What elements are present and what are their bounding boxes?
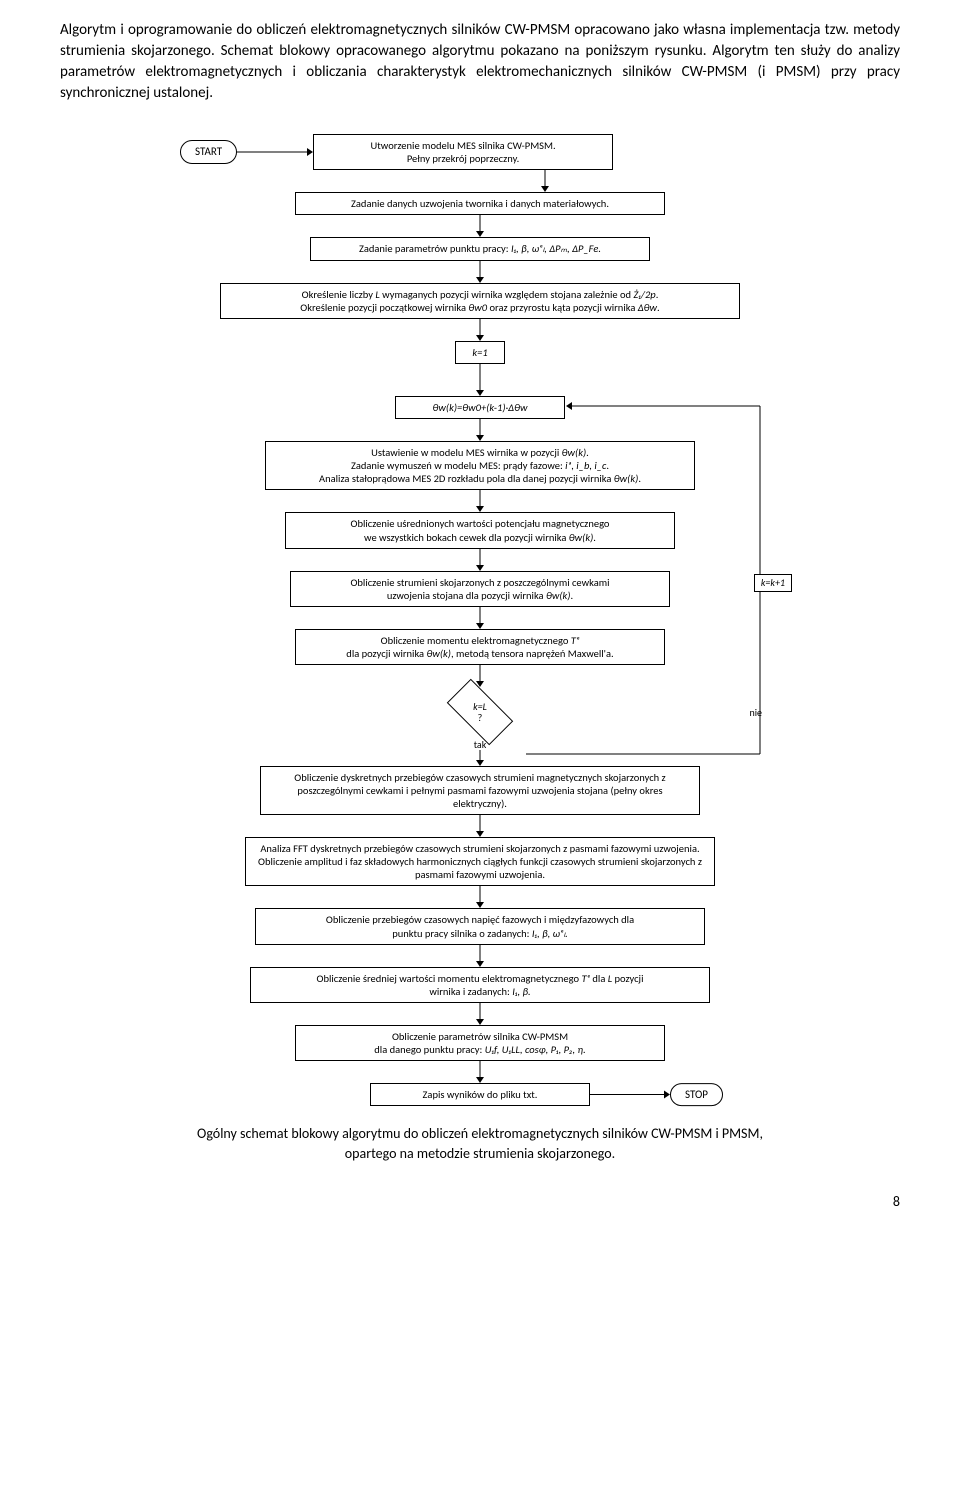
node-discrete-flux: Obliczenie dyskretnych przebiegów czasow… — [260, 766, 700, 815]
arrow-start-n1 — [237, 152, 313, 153]
node-torque: Obliczenie momentu elektromagnetycznego … — [295, 629, 665, 665]
arrow-v16 — [170, 1061, 790, 1083]
arrow-v2 — [170, 215, 790, 237]
arrow-v15 — [170, 1003, 790, 1025]
arrow-v12 — [170, 815, 790, 837]
node-positions: Określenie liczby L wymaganych pozycji w… — [220, 283, 740, 319]
flowchart: START Utworzenie modelu MES silnika CW-P… — [170, 134, 790, 1106]
arrow-v5 — [170, 364, 790, 396]
node-workpoint: Zadanie parametrów punktu pracy: I₁, β, … — [310, 237, 650, 260]
label-nie: nie — [749, 707, 762, 720]
arrow-v9 — [170, 607, 790, 629]
page-number: 8 — [60, 1193, 900, 1210]
arrow-v6 — [170, 419, 790, 441]
arrow-v4 — [170, 319, 790, 341]
start-terminator: START — [180, 140, 237, 164]
node-k-increment: k=k+1 — [754, 574, 792, 593]
figure-caption: Ogólny schemat blokowy algorytmu do obli… — [60, 1124, 900, 1163]
node-coil-flux: Obliczenie strumieni skojarzonych z posz… — [290, 571, 670, 607]
arrow-v3 — [170, 261, 790, 283]
node-fft: Analiza FFT dyskretnych przebiegów czaso… — [245, 837, 715, 886]
intro-paragraph: Algorytm i oprogramowanie do obliczeń el… — [60, 20, 900, 104]
stop-terminator: STOP — [670, 1083, 723, 1107]
arrow-v8 — [170, 549, 790, 571]
arrow-v10 — [170, 665, 790, 687]
node-k1: k=1 — [455, 341, 505, 364]
node-avg-potential: Obliczenie uśrednionych wartości potencj… — [285, 512, 675, 548]
arrow-v1 — [170, 170, 790, 192]
node-theta-update: θw(k)=θw0+(k-1)·Δθw — [395, 396, 565, 419]
loop-body: θw(k)=θw0+(k-1)·Δθw Ustawienie w modelu … — [170, 396, 790, 737]
node-voltages: Obliczenie przebiegów czasowych napięć f… — [255, 908, 705, 944]
decision-kL: k=L? — [435, 687, 525, 737]
arrow-v14 — [170, 945, 790, 967]
node-params: Obliczenie parametrów silnika CW-PMSM dl… — [295, 1025, 665, 1061]
node-create-model: Utworzenie modelu MES silnika CW-PMSM. P… — [313, 134, 613, 170]
node-avg-torque: Obliczenie średniej wartości momentu ele… — [250, 967, 710, 1003]
decision-row: k=L? nie — [170, 687, 790, 737]
arrow-v11 — [170, 750, 790, 766]
node-save: Zapis wyników do pliku txt. — [370, 1083, 590, 1106]
arrow-save-stop — [590, 1094, 670, 1095]
node-mes-step: Ustawienie w modelu MES wirnika w pozycj… — [265, 441, 695, 490]
arrow-v7 — [170, 490, 790, 512]
arrow-v13 — [170, 886, 790, 908]
node-input-winding: Zadanie danych uzwojenia twornika i dany… — [295, 192, 665, 215]
